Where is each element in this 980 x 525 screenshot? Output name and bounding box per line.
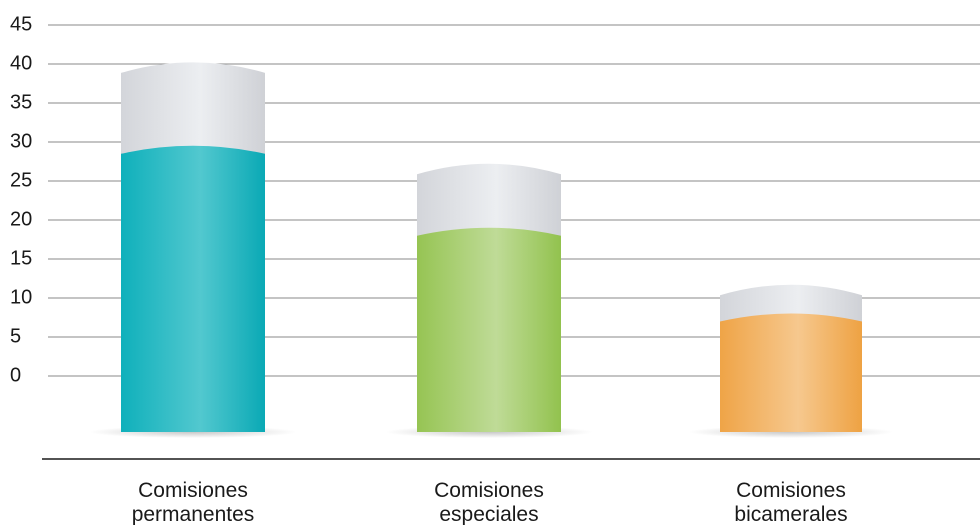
y-axis-ticks: 0 5 10 15 20 25 30 35 40 45 (10, 13, 32, 386)
bar (417, 227, 561, 432)
x-axis-labels: Comisiones permanentes Comisiones especiale… (132, 479, 848, 525)
y-tick-label: 30 (10, 130, 32, 152)
bar-group (385, 163, 593, 438)
bar-group (89, 62, 297, 438)
bar-cap (720, 284, 862, 324)
y-tick-label: 5 (10, 325, 21, 347)
y-tick-label: 20 (10, 208, 32, 230)
y-tick-label: 35 (10, 91, 32, 113)
bar (720, 313, 862, 432)
y-tick-label: 45 (10, 13, 32, 35)
y-tick-label: 10 (10, 286, 32, 308)
y-tick-label: 0 (10, 364, 21, 386)
bars (89, 62, 894, 438)
bar (121, 145, 265, 433)
y-tick-label: 40 (10, 52, 32, 74)
x-category-label: Comisiones especiales (434, 479, 544, 525)
bar-cap (417, 163, 561, 238)
y-tick-label: 25 (10, 169, 32, 191)
bar-cap (121, 62, 265, 156)
y-tick-label: 15 (10, 247, 32, 269)
bar-group (688, 284, 894, 438)
x-category-label: Comisiones permanentes (132, 479, 255, 525)
x-category-label: Comisiones bicamerales (734, 479, 847, 525)
